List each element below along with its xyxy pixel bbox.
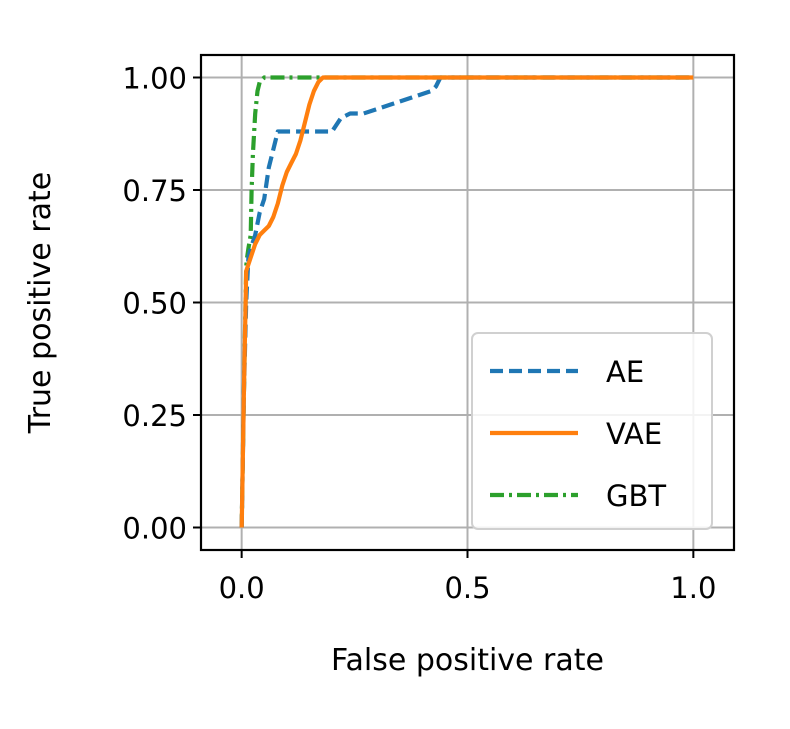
y-tick-label-4: 1.00 xyxy=(122,62,187,96)
series-line-vae xyxy=(239,75,694,528)
x-tick-label-1: 0.5 xyxy=(444,571,490,605)
legend-label-ae: AE xyxy=(606,355,644,389)
y-tick-label-1: 0.25 xyxy=(122,399,187,433)
legend: AE VAE GBT xyxy=(471,332,713,530)
legend-label-vae: VAE xyxy=(606,417,662,451)
x-axis-label: False positive rate xyxy=(331,643,604,678)
axis-ticks: 0.0 0.5 1.0 0.00 0.25 0.50 0.75 1.00 xyxy=(122,62,716,606)
legend-label-gbt: GBT xyxy=(606,479,666,513)
legend-box xyxy=(471,332,713,530)
y-tick-label-2: 0.50 xyxy=(122,287,187,321)
x-tick-label-0: 0.0 xyxy=(219,571,265,605)
x-tick-label-2: 1.0 xyxy=(670,571,716,605)
series-line-ae xyxy=(239,75,694,528)
y-tick-label-0: 0.00 xyxy=(122,512,187,546)
y-tick-label-3: 0.75 xyxy=(122,174,187,208)
y-axis-label: True positive rate xyxy=(23,172,58,434)
series-layer xyxy=(239,75,694,528)
